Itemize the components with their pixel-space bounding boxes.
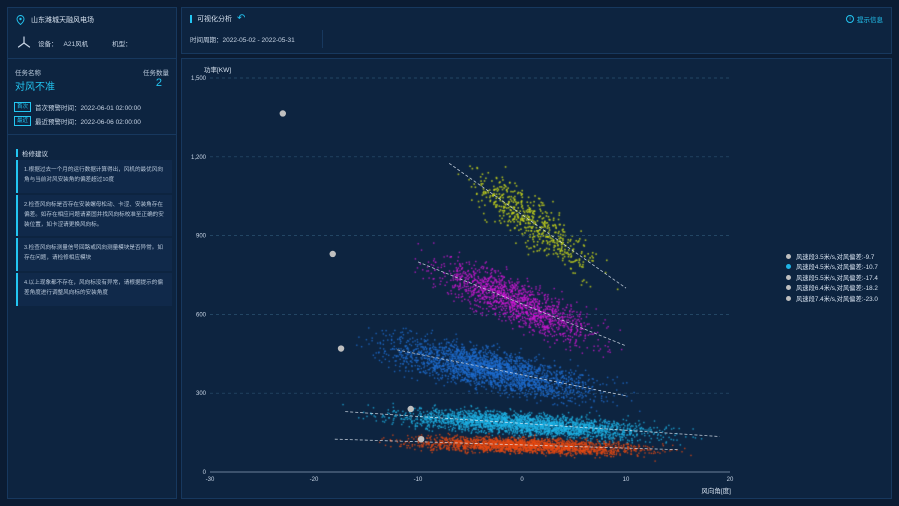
task-count: 2: [155, 77, 162, 89]
x-tick-label: -30: [206, 477, 215, 483]
suggest-section-title: 检修建议: [16, 148, 48, 158]
legend-label: 风速段5.5米/s,对风偏差:-17.4: [796, 274, 878, 282]
section-bar-icon: [190, 15, 192, 23]
x-axis-label: 风向角[度]: [701, 488, 731, 495]
back-arrow-icon[interactable]: ↶: [237, 13, 246, 24]
left-panel: 山东潍城天融风电场 设备： A21风机 机型： 任务名称 对风不准 任务数量 2…: [7, 7, 177, 499]
legend-label: 风速段7.4米/s,对风偏差:-23.0: [796, 295, 878, 303]
location-pin-icon: [16, 15, 25, 25]
peak-marker: [279, 110, 286, 117]
chart-panel: 0 300 600 900 1,200 1,500 -30 -20 -10 0 10 20 功率[KW…: [181, 58, 892, 499]
analysis-title: 可视化分析: [197, 16, 232, 23]
device-row: 设备： A21风机 机型：: [16, 36, 138, 50]
legend-dot-icon: [786, 274, 791, 280]
legend-label: 风速段6.4米/s,对风偏差:-18.2: [796, 285, 878, 293]
y-tick-label: 900: [196, 234, 207, 240]
suggestion-item: 3.检查风向标测量信号回路或风向测量模块是否异常。如存在问题，请检修相应模块: [16, 238, 172, 271]
chart-legend: 风速段3.5米/s,对风偏差:-9.7 风速段4.5米/s,对风偏差:-10.7 风…: [786, 251, 878, 304]
trend-line: [417, 261, 627, 347]
last-warning-time: 最近预警时间：2022-06-06 02:00:00: [35, 119, 141, 126]
x-tick-label: 10: [623, 477, 630, 483]
peak-marker: [417, 435, 425, 443]
hint-text: 提示信息: [857, 17, 883, 24]
y-tick-label: 1,500: [191, 76, 207, 82]
peak-marker: [407, 405, 414, 413]
y-tick-label: 0: [203, 470, 207, 476]
divider: [8, 58, 176, 59]
top-panel: 可视化分析 ↶ 时间周期：2022-05-02 - 2022-05-31 i 提…: [181, 7, 892, 54]
x-tick-label: 20: [727, 477, 734, 483]
trend-line: [334, 438, 679, 451]
legend-dot-icon: [786, 285, 791, 291]
first-warning-row: 首次 首次预警时间：2022-06-01 02:00:00: [14, 102, 141, 112]
divider: [8, 134, 176, 135]
legend-item[interactable]: 风速段3.5米/s,对风偏差:-9.7: [786, 251, 878, 262]
device-value: A21风机: [63, 41, 89, 48]
suggestion-item: 2.检查风向标是否存在安装螺母松动、卡涩、安装角存在偏差。如存在相应问题请紧固并…: [16, 195, 172, 236]
top-title-row: 可视化分析 ↶: [190, 14, 245, 24]
suggestion-item: 4.以上现象都不存在，风向标没有异常，请根据提示的偏差角度进行调整风向标的安装角…: [16, 273, 172, 306]
x-tick-label: 0: [520, 477, 524, 483]
legend-item[interactable]: 风速段7.4米/s,对风偏差:-23.0: [786, 293, 878, 304]
legend-item[interactable]: 风速段6.4米/s,对风偏差:-18.2: [786, 283, 878, 294]
site-row: 山东潍城天融风电场: [16, 15, 94, 25]
device-label: 设备：: [38, 41, 58, 48]
last-warning-row: 最近 最近预警时间：2022-06-06 02:00:00: [14, 116, 141, 126]
model-label: 机型：: [112, 41, 132, 48]
trend-line: [397, 349, 627, 397]
info-circle-icon: i: [846, 15, 854, 23]
legend-dot-icon: [786, 295, 791, 301]
last-tag: 最近: [14, 116, 32, 126]
wind-turbine-icon: [17, 36, 31, 48]
scatter-chart: 0 300 600 900 1,200 1,500 -30 -20 -10 0 10 20: [191, 76, 734, 483]
y-tick-label: 1,200: [191, 155, 207, 161]
legend-label: 风速段4.5米/s,对风偏差:-10.7: [796, 264, 878, 272]
time-period: 时间周期：2022-05-02 - 2022-05-31: [190, 37, 295, 44]
hint-button[interactable]: i 提示信息: [846, 14, 883, 24]
task-name-label: 任务名称: [15, 70, 41, 77]
x-tick-label: -20: [310, 477, 319, 483]
suggest-title: 检修建议: [22, 151, 48, 158]
y-tick-label: 600: [196, 312, 207, 318]
site-name: 山东潍城天融风电场: [31, 17, 94, 24]
task-name: 对风不准: [15, 82, 55, 93]
x-tick-label: -10: [414, 477, 423, 483]
first-warning-time: 首次预警时间：2022-06-01 02:00:00: [35, 105, 141, 112]
peak-marker: [337, 345, 345, 352]
trend-line: [448, 163, 627, 289]
divider: [322, 30, 323, 48]
first-tag: 首次: [14, 102, 32, 112]
suggestion-item: 1.根据过去一个月的运行数据计算得出，风机的最优风向角与当前对风安装角的偏差超过…: [16, 160, 172, 193]
legend-item[interactable]: 风速段5.5米/s,对风偏差:-17.4: [786, 272, 878, 283]
peak-marker: [329, 250, 336, 258]
y-tick-label: 300: [196, 391, 207, 397]
y-axis-label: 功率[KW]: [204, 67, 232, 74]
legend-dot-icon: [786, 253, 791, 259]
scatter-points-canvas: [210, 78, 730, 472]
section-bar-icon: [16, 149, 18, 157]
legend-label: 风速段3.5米/s,对风偏差:-9.7: [796, 253, 875, 261]
legend-dot-icon: [786, 264, 791, 270]
trend-line: [345, 411, 720, 437]
task-count-label: 任务数量: [143, 70, 169, 77]
legend-item[interactable]: 风速段4.5米/s,对风偏差:-10.7: [786, 262, 878, 273]
